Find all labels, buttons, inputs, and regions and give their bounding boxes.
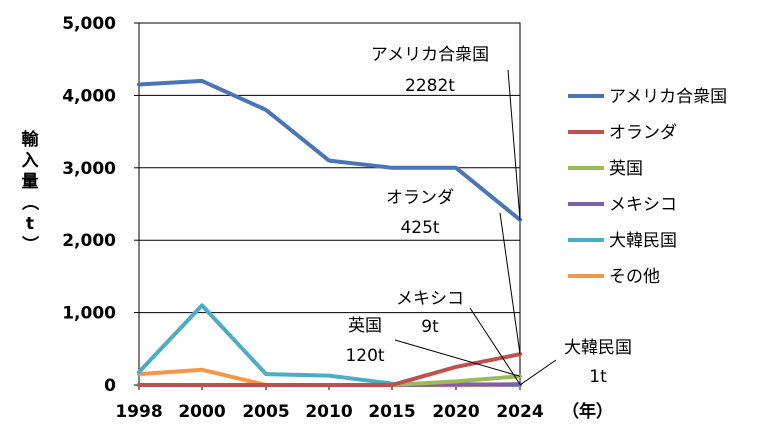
y-axis-ticks: 0 1,000 2,000 3,000 4,000 5,000 — [62, 14, 116, 396]
annotation-label: オランダ — [386, 188, 454, 208]
annotation-leader-line — [499, 212, 521, 355]
annotation-value: 1t — [589, 367, 607, 387]
x-tick-label: 1998 — [115, 402, 162, 422]
annotation-leader-line — [469, 307, 521, 385]
annotation-value: 120t — [345, 346, 384, 366]
y-axis-label-char: 輸 — [22, 129, 40, 150]
x-axis-unit: （年） — [562, 401, 613, 422]
series-line-1 — [137, 78, 522, 222]
legend-label: メキシコ — [609, 195, 677, 215]
y-axis-label-char: t — [26, 214, 34, 234]
y-axis-label-char: 量 — [22, 171, 39, 192]
y-axis-label: 輸入量 （ t ） — [19, 129, 40, 253]
x-tick-label: 2015 — [368, 402, 415, 422]
y-tick-label: 1,000 — [62, 304, 116, 324]
annotation-value: 2282t — [405, 76, 455, 96]
annotation-label: 英国 — [348, 316, 382, 336]
x-tick-label: 2000 — [178, 402, 225, 422]
legend-label: その他 — [609, 267, 660, 287]
y-tick-label: 4,000 — [62, 86, 116, 106]
x-tick-label: 2005 — [242, 402, 289, 422]
series-line-5 — [137, 303, 522, 387]
x-tick-label: 2020 — [432, 402, 479, 422]
y-axis-label-char: ） — [19, 236, 40, 253]
x-tick-label: 2024 — [496, 402, 543, 422]
gridlines — [134, 22, 521, 390]
x-axis-ticks: 1998 2000 2005 2010 2015 2020 2024 — [115, 402, 543, 422]
annotation-label: 大韓民国 — [564, 338, 632, 358]
plot-frame — [138, 22, 521, 386]
annotations: アメリカ合衆国 2282t オランダ 425t メキシコ 9t 英国 120t 大韓民国 1t — [345, 45, 632, 387]
legend-label: 英国 — [609, 159, 643, 179]
y-axis-label-char: 入 — [22, 151, 39, 171]
annotation-value: 9t — [421, 317, 439, 337]
annotation-leader-line — [519, 359, 557, 386]
y-tick-label: 3,000 — [62, 159, 116, 179]
y-tick-label: 0 — [104, 376, 116, 396]
x-tick-label: 2010 — [305, 402, 352, 422]
annotation-label: アメリカ合衆国 — [371, 45, 489, 65]
annotation-label: メキシコ — [396, 289, 464, 309]
legend-label: アメリカ合衆国 — [609, 87, 727, 107]
annotation-leader-line — [394, 339, 521, 377]
y-axis-label-char: （ — [19, 194, 40, 211]
legend-label: 大韓民国 — [609, 231, 677, 251]
series-lines — [137, 78, 522, 387]
series-line-2 — [137, 352, 522, 387]
annotation-leader-line — [507, 69, 521, 220]
y-tick-label: 5,000 — [62, 14, 116, 34]
legend-label: オランダ — [609, 123, 677, 143]
annotation-value: 425t — [400, 218, 439, 238]
y-tick-label: 2,000 — [62, 231, 116, 251]
